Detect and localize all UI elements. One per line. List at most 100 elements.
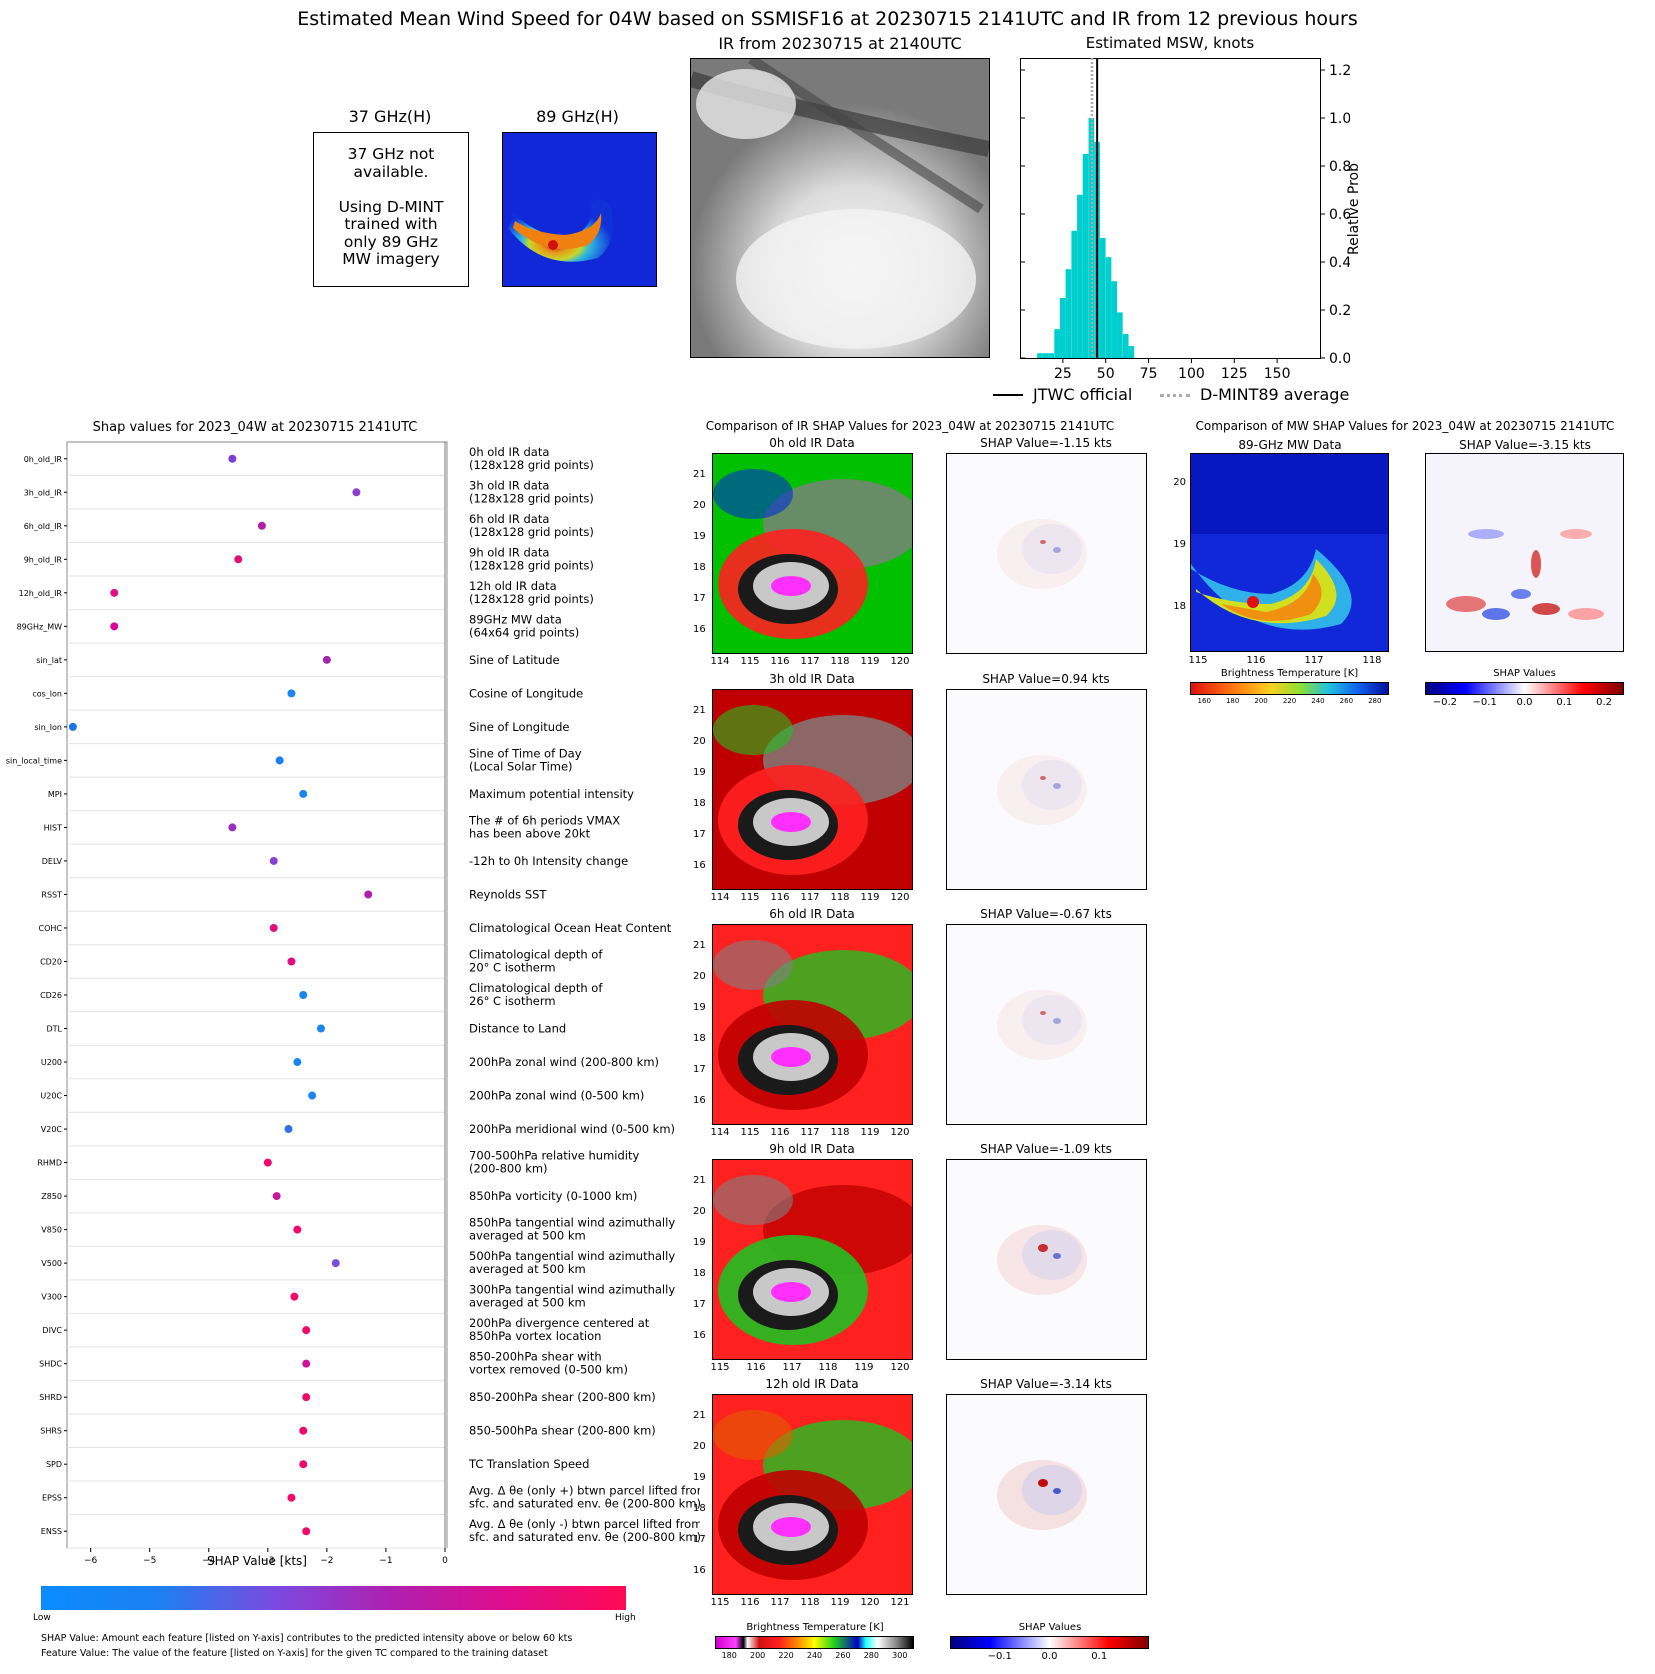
shap-feature-desc: 700-500hPa relative humidity	[469, 1149, 639, 1163]
ir-ytick-label: 21	[693, 1175, 706, 1186]
ir-ytick-label: 19	[693, 531, 706, 542]
panel89-image	[502, 132, 657, 287]
shap-feature-desc: 3h old IR data	[469, 478, 549, 492]
ir-xtick-label: 117	[770, 1597, 790, 1608]
mw-shap-image	[1425, 453, 1624, 652]
shap-blob	[1022, 1465, 1082, 1515]
shap-feature-code: V300	[41, 1293, 62, 1302]
ir-ytick-label: 18	[693, 798, 706, 809]
shap-coldspot	[1053, 1488, 1061, 1494]
ir-data-image	[712, 924, 913, 1125]
shap-xtick-label: −3	[261, 1556, 274, 1566]
ir-shap-value: SHAP Value=-0.67 kts	[980, 907, 1112, 921]
shap-feature-code: SHRD	[39, 1393, 62, 1402]
legend-jtwc-swatch	[993, 394, 1023, 396]
main-title: Estimated Mean Wind Speed for 04W based …	[297, 8, 1358, 30]
ir-xtick-label: 119	[860, 1127, 880, 1138]
shap-feature-desc: (128x128 grid points)	[469, 491, 594, 505]
shap-feature-code: SHRS	[40, 1427, 62, 1436]
ir-ytick-label: 21	[693, 1410, 706, 1421]
ir-ytick-label: 21	[693, 940, 706, 951]
shap-point	[299, 1460, 308, 1469]
mw-ytick-label: 19	[1173, 539, 1186, 550]
shap-feature-desc: The # of 6h periods VMAX	[468, 813, 620, 827]
ir-xtick-label: 116	[770, 656, 790, 667]
shap-point	[287, 689, 296, 698]
mw-data-map	[1191, 454, 1388, 651]
ir-data-image	[712, 1394, 913, 1595]
colorbar-tick-label: 200	[750, 1651, 766, 1660]
shap-feature-code: cos_lon	[32, 689, 62, 698]
msw-bar	[1059, 298, 1066, 358]
shap-point	[352, 488, 361, 497]
msw-bar	[1122, 334, 1129, 358]
mw-xtick-label: 116	[1246, 655, 1266, 666]
colorbar-tick-label: 260	[1339, 697, 1354, 705]
ir-ytick-label: 21	[693, 469, 706, 480]
msw-xtick-label: 75	[1140, 366, 1158, 382]
shap-feature-desc: vortex removed (0-500 km)	[469, 1363, 628, 1377]
shap-feature-code: RSST	[41, 890, 62, 899]
mw-shap-title: Comparison of MW SHAP Values for 2023_04…	[1195, 419, 1615, 433]
shap-feature-code: U20C	[40, 1092, 62, 1101]
ir-xtick-label: 117	[800, 656, 820, 667]
shap-point	[331, 1259, 340, 1268]
ir-ytick-label: 16	[693, 860, 706, 871]
colorbar-tick-label: 300	[892, 1651, 908, 1660]
ir-xtick-label: 118	[830, 656, 850, 667]
shap-feature-code: 6h_old_IR	[24, 522, 63, 531]
shap-feature-desc: (Local Solar Time)	[469, 759, 573, 773]
shap-feature-code: V500	[41, 1259, 62, 1268]
ir-panel-image	[690, 58, 990, 358]
ir-cloud	[713, 1175, 793, 1225]
ir-ytick-label: 20	[693, 1441, 706, 1452]
shap-xtick-label: −5	[143, 1556, 156, 1566]
mw-shap-map	[1446, 529, 1604, 620]
shap-feature-code: COHC	[39, 924, 63, 933]
ir-xtick-label: 117	[800, 892, 820, 903]
ir-ytick-label: 17	[693, 1064, 706, 1075]
shap-feature-desc: (128x128 grid points)	[469, 525, 594, 539]
shap-feature-code: HIST	[44, 823, 62, 832]
ir-xtick-label: 114	[710, 1127, 730, 1138]
mw-data-image	[1190, 453, 1389, 652]
shap-point	[364, 890, 373, 899]
ir-ytick-label: 16	[693, 1095, 706, 1106]
msw-xtick-label: 150	[1264, 366, 1291, 382]
ir-xtick-label: 120	[890, 656, 910, 667]
ir-data-image	[712, 689, 913, 890]
msw-ylabel: Relative Prob	[1346, 162, 1362, 255]
ir-xtick-label: 116	[770, 1127, 790, 1138]
colorbar-tick-label: 220	[778, 1651, 794, 1660]
shap-blob	[1022, 1230, 1082, 1280]
ir-xtick-label: 120	[890, 1127, 910, 1138]
shap-hotspot	[1040, 540, 1046, 544]
ir-data-title: 12h old IR Data	[765, 1377, 859, 1391]
shap-feature-desc: 89GHz MW data	[469, 612, 562, 626]
shap-xtick-label: −4	[202, 1556, 216, 1566]
ir-core-coldest	[771, 812, 811, 832]
shap-point	[284, 1125, 293, 1134]
mw89-image	[503, 133, 656, 286]
colorbar-tick-label: 160	[1197, 697, 1211, 705]
shap-feature-desc: 200hPa meridional wind (0-500 km)	[469, 1122, 675, 1136]
ir-ytick-label: 19	[693, 767, 706, 778]
ir-ytick-label: 20	[693, 1206, 706, 1217]
shap-point	[234, 555, 243, 564]
shap-point	[293, 1225, 302, 1234]
msw-ytick-label: 1.0	[1329, 111, 1350, 127]
colorbar-tick-label: 0.1	[1556, 697, 1573, 708]
mw-ytick-label: 20	[1173, 477, 1186, 488]
shap-feature-desc: 200hPa divergence centered at	[469, 1316, 650, 1330]
ir-xtick-label: 116	[746, 1362, 766, 1373]
shap-axes-frame	[66, 441, 448, 1549]
shap-feature-desc: Climatological depth of	[469, 947, 603, 961]
shap-point	[290, 1292, 299, 1301]
shap-feature-desc: averaged at 500 km	[469, 1296, 586, 1310]
shap-feature-code: 12h_old_IR	[19, 589, 63, 598]
shap-feature-desc: (128x128 grid points)	[469, 458, 594, 472]
mw-shap-cbar-label: SHAP Values	[1493, 668, 1556, 679]
shap-point	[316, 1024, 325, 1033]
ir-ytick-label: 18	[693, 1033, 706, 1044]
